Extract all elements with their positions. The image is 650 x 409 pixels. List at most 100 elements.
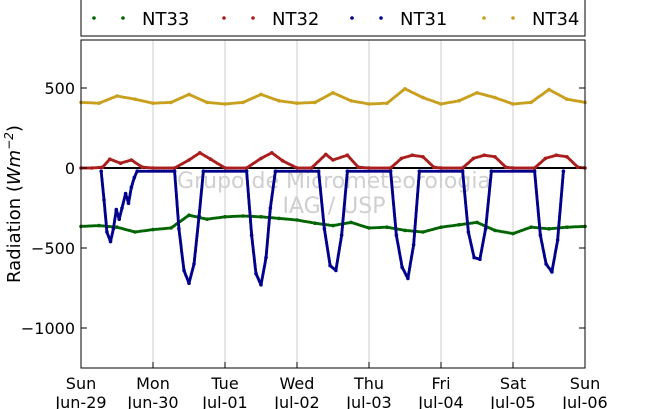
data-point [356, 165, 361, 169]
y-tick-label: −1000 [21, 319, 75, 338]
y-tick-label: 500 [44, 79, 75, 98]
x-tick-label-date: Jun-29 [54, 393, 106, 409]
data-point [313, 221, 317, 225]
legend-item-nt32: NT32 [222, 9, 319, 30]
data-point [388, 169, 393, 173]
data-point [172, 166, 177, 170]
y-axis-label-text: Radiation ( [4, 185, 25, 283]
data-point [198, 151, 202, 155]
data-point [475, 91, 479, 95]
data-point [280, 159, 285, 163]
data-point [322, 227, 327, 231]
series-nt34 [79, 87, 587, 106]
data-point [385, 101, 389, 105]
data-point [197, 214, 201, 218]
y-axis-label-exponent: −2 [2, 132, 16, 150]
data-point [309, 166, 314, 170]
x-tick-label-date: Jul-05 [489, 393, 535, 409]
data-point [244, 166, 249, 170]
data-point [334, 268, 338, 273]
data-point [249, 233, 254, 237]
data-point [471, 156, 476, 161]
x-tick-label-date: Jul-06 [561, 393, 607, 409]
legend-marker [511, 16, 515, 20]
data-point [187, 213, 191, 217]
data-point [345, 153, 350, 157]
data-point [244, 169, 249, 173]
data-point [403, 228, 407, 233]
data-point [205, 100, 209, 105]
data-point [205, 217, 209, 221]
data-point [270, 151, 274, 155]
data-point [411, 243, 416, 247]
data-point [493, 155, 497, 159]
legend-item-nt34: NT34 [482, 9, 579, 30]
grid-lines [152, 40, 514, 368]
series-nt33 [79, 213, 587, 236]
x-tick-label-day: Sun [66, 374, 96, 393]
data-point [259, 156, 263, 161]
data-point [388, 166, 393, 170]
data-point [561, 169, 566, 173]
data-point [511, 231, 515, 236]
legend-label: NT33 [142, 9, 189, 30]
data-point [532, 169, 537, 173]
legend: NT33 NT32 NT31 NT34 [80, 0, 586, 37]
data-point [466, 230, 471, 234]
data-point [120, 206, 124, 210]
plot-frame [80, 39, 586, 369]
data-point [115, 225, 119, 229]
data-point [268, 206, 273, 210]
legend-frame [80, 0, 586, 37]
data-point [223, 166, 227, 170]
x-tick-label-date: Jun-30 [126, 393, 178, 409]
data-point [544, 262, 548, 266]
data-point [457, 99, 461, 103]
data-point [555, 238, 560, 242]
data-point [324, 152, 328, 157]
legend-label: NT34 [532, 9, 579, 30]
data-point [97, 101, 101, 105]
y-tick-label: 0 [65, 159, 75, 178]
data-point [187, 92, 191, 97]
data-point [550, 270, 554, 274]
data-point [177, 227, 181, 231]
data-point [151, 166, 155, 170]
data-point [114, 207, 119, 212]
data-point [367, 226, 371, 230]
data-point [133, 230, 137, 234]
x-tick-label-date: Jul-01 [201, 393, 247, 409]
data-point [187, 281, 191, 286]
legend-marker [350, 16, 354, 20]
data-point [511, 166, 515, 170]
data-point [201, 169, 206, 173]
data-point [385, 225, 389, 229]
data-point [273, 169, 278, 173]
data-point [99, 169, 103, 173]
data-point [511, 102, 515, 106]
data-point [172, 169, 177, 173]
legend-marker [121, 16, 125, 20]
data-point [472, 255, 476, 260]
data-point [339, 233, 344, 237]
data-point [460, 166, 465, 170]
x-tick-label-day: Tue [210, 374, 238, 393]
data-point [118, 161, 123, 165]
data-point [543, 156, 548, 161]
data-point [457, 223, 461, 227]
data-point [223, 102, 227, 106]
watermark: Grupo de Micrometeorologia IAG / USP [177, 169, 491, 219]
data-point [345, 169, 350, 173]
data-point [295, 166, 299, 170]
data-point [295, 218, 299, 222]
data-point [554, 153, 558, 157]
data-point [482, 153, 487, 157]
data-point [331, 91, 335, 95]
data-point [259, 92, 263, 97]
data-point [493, 228, 497, 233]
data-point [135, 169, 139, 173]
legend-item-nt33: NT33 [92, 9, 189, 30]
y-axis: 500 0 −500 −1000 [21, 79, 585, 338]
data-point [439, 225, 443, 229]
